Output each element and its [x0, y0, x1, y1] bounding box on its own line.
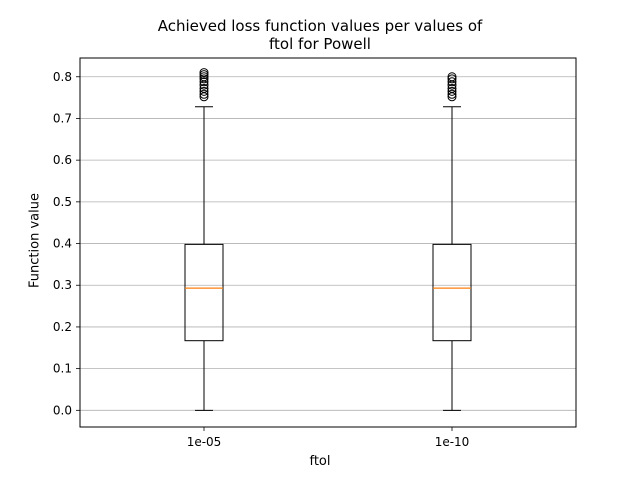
y-tick-label: 0.1	[53, 362, 72, 376]
x-axis-label: ftol	[309, 454, 331, 469]
outlier-point	[199, 89, 209, 99]
chart-title-line-2: ftol for Powell	[269, 35, 371, 53]
outlier-point	[199, 83, 209, 93]
y-tick-label: 0.2	[53, 320, 72, 334]
iqr-box	[184, 243, 224, 342]
x-tick-label: 1e-10	[435, 435, 470, 449]
y-tick-label: 0.3	[53, 278, 72, 292]
chart-title-line-1: Achieved loss function values per values…	[157, 17, 483, 35]
y-axis-label: Function value	[27, 193, 43, 288]
outlier-point	[199, 74, 209, 84]
outlier-point	[447, 74, 457, 84]
y-tick-label: 0.0	[53, 403, 72, 417]
y-tick-label: 0.4	[53, 237, 72, 251]
plot-frame	[79, 57, 577, 428]
outlier-point	[199, 72, 209, 82]
outlier-point	[447, 83, 457, 93]
outlier-point	[199, 68, 209, 78]
y-tick-label: 0.8	[53, 70, 72, 84]
iqr-box	[432, 243, 472, 342]
outlier-point	[447, 72, 457, 82]
outlier-point	[199, 77, 209, 87]
y-tick-label: 0.7	[53, 111, 72, 125]
x-tick-label: 1e-05	[187, 435, 222, 449]
y-tick-label: 0.6	[53, 153, 72, 167]
outlier-point	[199, 86, 209, 96]
outlier-point	[447, 86, 457, 96]
outlier-point	[447, 89, 457, 99]
y-tick-label: 0.5	[53, 195, 72, 209]
box-layer	[184, 68, 472, 411]
tick-layer: 0.0 0.1 0.2 0.3 0.4 0.5 0.6 0.7 0.8 1e-05 1e-10	[53, 70, 469, 449]
outlier-point	[199, 70, 209, 80]
outlier-point	[447, 77, 457, 87]
grid-layer	[80, 76, 576, 411]
